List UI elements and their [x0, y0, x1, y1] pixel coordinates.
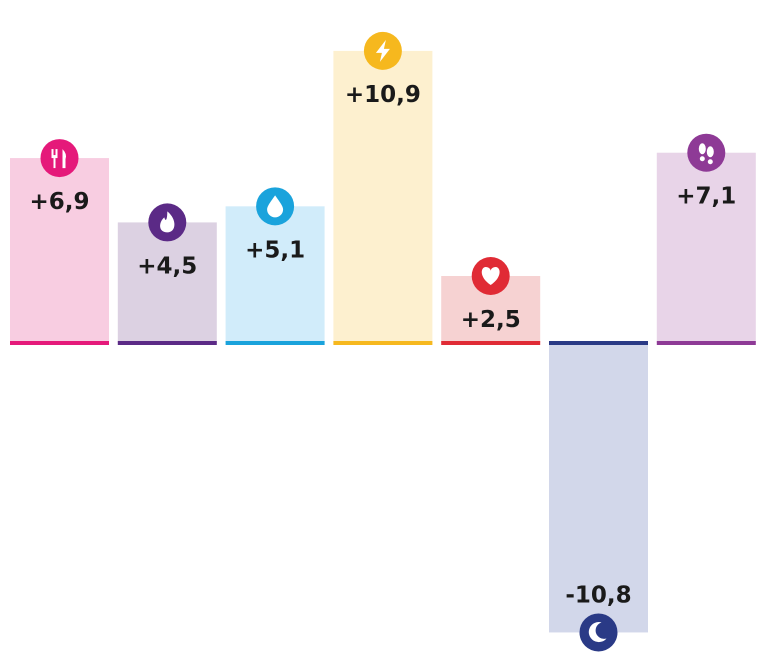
baseline-segment-water [225, 341, 325, 345]
flame-icon [148, 203, 187, 242]
baseline-segment-steps [656, 341, 756, 345]
icons-group [40, 31, 726, 652]
labels-group: +6,9 +4,5 +5,1 +10,9 +2,5 -10,8 +7,1 [29, 82, 736, 609]
bar-water [225, 206, 325, 343]
fork-knife-icon [40, 139, 79, 178]
value-label-water: +5,1 [245, 237, 305, 263]
bar-fire [117, 222, 217, 343]
lightning-icon [363, 31, 402, 70]
baseline-segment-energy [333, 341, 433, 345]
baseline-segment-fire [117, 341, 217, 345]
value-label-food: +6,9 [29, 189, 89, 215]
bar-steps [656, 152, 756, 343]
heart-icon [471, 257, 510, 295]
water-drop-icon [256, 187, 295, 226]
bar-energy [333, 50, 433, 343]
value-label-sleep: -10,8 [565, 582, 631, 608]
footprints-icon [687, 133, 726, 172]
value-label-fire: +4,5 [137, 253, 197, 279]
baseline-segment-food [10, 341, 109, 345]
value-label-heart: +2,5 [461, 307, 521, 333]
baseline-segment-heart [441, 341, 541, 345]
bar-food [10, 158, 109, 343]
bar-sleep [549, 343, 648, 633]
bars-group [10, 50, 756, 633]
value-label-energy: +10,9 [345, 82, 421, 108]
baseline-segment-sleep [549, 341, 648, 345]
value-label-steps: +7,1 [676, 184, 736, 210]
moon-icon [579, 613, 618, 652]
